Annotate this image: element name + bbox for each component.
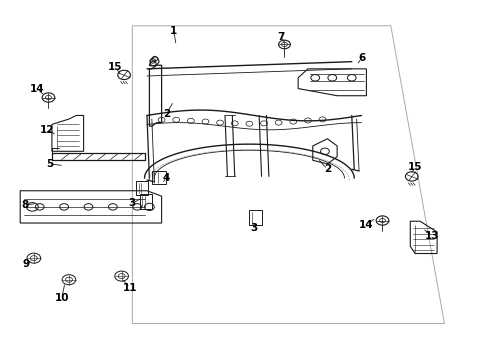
- Text: 7: 7: [277, 32, 284, 41]
- Text: 10: 10: [54, 293, 69, 303]
- Text: 14: 14: [358, 220, 373, 230]
- Text: 6: 6: [357, 53, 365, 63]
- Text: 4: 4: [163, 173, 170, 183]
- Text: 15: 15: [407, 162, 422, 172]
- Text: 5: 5: [46, 159, 53, 169]
- Text: 11: 11: [122, 283, 137, 293]
- Text: 2: 2: [163, 109, 170, 119]
- Text: 13: 13: [424, 231, 439, 240]
- Text: 3: 3: [250, 224, 257, 233]
- Text: 2: 2: [323, 164, 330, 174]
- Text: 3: 3: [128, 198, 136, 208]
- Text: 15: 15: [108, 62, 122, 72]
- Text: 12: 12: [40, 125, 54, 135]
- Text: 1: 1: [170, 26, 177, 36]
- Text: 9: 9: [23, 259, 30, 269]
- Text: 8: 8: [21, 200, 29, 210]
- Text: 14: 14: [30, 84, 44, 94]
